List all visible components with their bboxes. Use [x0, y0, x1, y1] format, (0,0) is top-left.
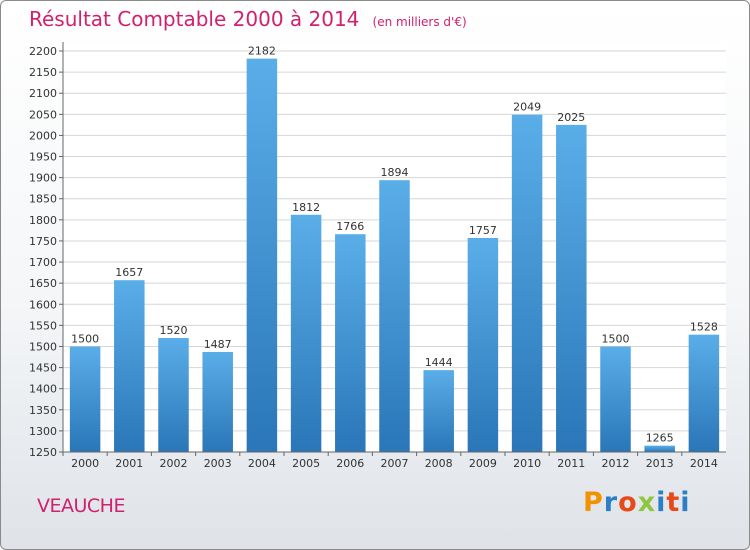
y-tick-label: 2100	[29, 87, 57, 100]
x-tick-label-2009: 2009	[469, 457, 497, 470]
x-tick-label-2010: 2010	[513, 457, 541, 470]
bar-2010	[511, 114, 543, 453]
data-label-2008: 1444	[425, 356, 453, 369]
chart-title: Résultat Comptable 2000 à 2014 (en milli…	[29, 7, 467, 31]
y-tick-label: 2200	[29, 45, 57, 58]
data-label-2000: 1500	[71, 332, 99, 345]
y-axis-ticks: 1250 1300 1350 1400 1450 1500 1550 1600 1650 1700…	[29, 45, 63, 459]
x-tick-label-2011: 2011	[557, 457, 585, 470]
data-label-2003: 1487	[204, 338, 232, 351]
bar-2005	[290, 214, 322, 452]
logo-letter: i	[680, 487, 691, 518]
logo-letter: P	[583, 487, 604, 518]
x-tick-label-2004: 2004	[248, 457, 276, 470]
x-tick-label-2001: 2001	[115, 457, 143, 470]
proxiti-logo: Proxiti	[583, 487, 691, 518]
x-tick-label-2005: 2005	[292, 457, 320, 470]
bar-2002	[158, 338, 189, 452]
y-tick-label: 1400	[29, 383, 57, 396]
city-name: VEAUCHE	[37, 495, 125, 517]
y-tick-label: 1650	[29, 277, 57, 290]
data-labels: 1500 1657 1520 1487 2182 1812 1766 1894 1444 1757…	[71, 45, 718, 445]
y-tick-label: 1350	[29, 404, 57, 417]
x-tick-label-2006: 2006	[336, 457, 364, 470]
y-tick-label: 1250	[29, 446, 57, 459]
y-tick-label: 1850	[29, 193, 57, 206]
y-tick-label: 1500	[29, 340, 57, 353]
chart-title-main: Résultat Comptable 2000 à 2014	[29, 7, 360, 31]
x-tick-label-2012: 2012	[602, 457, 630, 470]
x-tick-label-2007: 2007	[381, 457, 409, 470]
y-tick-label: 1700	[29, 256, 57, 269]
bar-2007	[379, 180, 410, 452]
y-tick-label: 2000	[29, 129, 57, 142]
bar-2003	[202, 351, 233, 452]
y-tick-label: 1550	[29, 319, 57, 332]
data-label-2010: 2049	[513, 101, 541, 114]
data-label-2011: 2025	[557, 111, 585, 124]
y-tick-label: 1300	[29, 425, 57, 438]
y-tick-label: 2150	[29, 66, 57, 79]
x-tick-label-2013: 2013	[646, 457, 674, 470]
logo-letter: x	[637, 487, 657, 518]
bar-2013	[644, 445, 675, 452]
data-label-2001: 1657	[115, 266, 143, 279]
data-label-2002: 1520	[160, 324, 188, 337]
data-label-2013: 1265	[646, 432, 674, 445]
bar-2009	[467, 237, 499, 452]
logo-letter: t	[666, 487, 681, 518]
y-tick-label: 1800	[29, 214, 57, 227]
data-label-2009: 1757	[469, 224, 497, 237]
bar-2011	[556, 124, 587, 453]
x-tick-label-2014: 2014	[690, 457, 718, 470]
logo-letter: r	[603, 487, 619, 518]
data-label-2005: 1812	[292, 201, 320, 214]
x-tick-label-2002: 2002	[160, 457, 188, 470]
y-tick-label: 1600	[29, 298, 57, 311]
x-tick-label-2000: 2000	[71, 457, 99, 470]
bars-group	[69, 58, 720, 453]
data-label-2004: 2182	[248, 45, 276, 58]
bar-2000	[69, 346, 101, 452]
y-tick-label: 1750	[29, 235, 57, 248]
data-label-2014: 1528	[690, 321, 718, 334]
y-tick-label: 2050	[29, 108, 57, 121]
bar-2004	[246, 58, 278, 452]
y-tick-label: 1900	[29, 172, 57, 185]
bar-2006	[335, 234, 366, 452]
logo-letter: o	[618, 487, 638, 518]
logo-letter: i	[656, 487, 667, 518]
y-tick-label: 1950	[29, 151, 57, 164]
bar-2008	[423, 370, 454, 452]
data-label-2007: 1894	[381, 166, 409, 179]
x-tick-label-2008: 2008	[425, 457, 453, 470]
bar-2012	[600, 346, 631, 452]
bar-2001	[114, 280, 145, 452]
x-axis-ticks: 2000 2001 2002 2003 2004 2005 2006 2007 2008 2009…	[62, 452, 718, 470]
data-label-2012: 1500	[602, 332, 630, 345]
chart-title-unit: (en milliers d'€)	[372, 15, 467, 29]
y-tick-label: 1450	[29, 362, 57, 375]
x-tick-label-2003: 2003	[204, 457, 232, 470]
data-label-2006: 1766	[336, 220, 364, 233]
bar-2014	[688, 334, 720, 452]
